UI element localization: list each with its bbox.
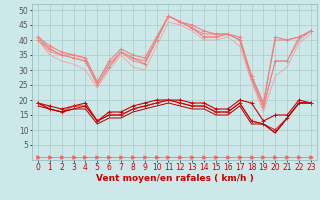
X-axis label: Vent moyen/en rafales ( km/h ): Vent moyen/en rafales ( km/h ) [96, 174, 253, 183]
